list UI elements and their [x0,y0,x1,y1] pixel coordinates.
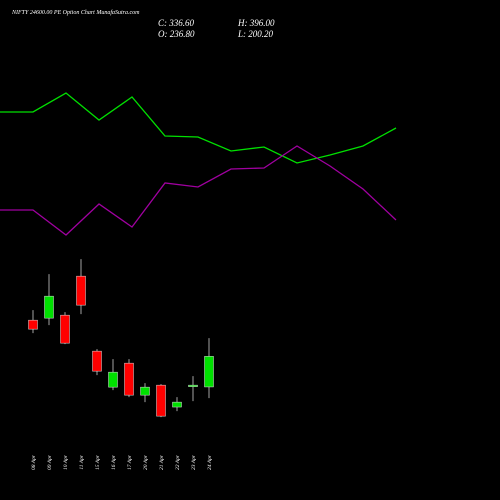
low-label: L: 200.20 [237,29,274,39]
candle-body [172,401,182,408]
line [0,92,397,164]
x-tick-label: 10 Apr [63,454,69,470]
candle-body [156,384,166,417]
x-tick-label: 17 Apr [127,454,133,470]
x-tick-label: 11 Apr [79,454,85,469]
line [0,145,397,236]
close-label: C: 336.60 [158,18,195,28]
candle-body [140,386,150,396]
candle-body [108,371,118,388]
x-tick-label: 20 Apr [143,454,149,470]
candle-body [92,350,102,372]
x-tick-label: 23 Apr [191,454,197,470]
x-tick-label: 22 Apr [175,454,181,470]
candle-body [124,362,134,396]
candle-body [188,384,198,387]
x-tick-label: 15 Apr [95,454,101,470]
high-label: H: 396.00 [237,18,275,28]
candle-body [28,319,38,330]
x-tick-label: 21 Apr [159,454,165,470]
x-tick-label: 08 Apr [31,454,37,470]
candle-body [60,314,70,344]
x-tick-label: 09 Apr [47,454,53,470]
x-tick-label: 16 Apr [111,454,117,470]
candle-body [76,275,86,306]
chart-title: NIFTY 24600.00 PE Option Chart MunafaSut… [11,9,140,16]
candle-body [204,356,214,388]
candle-body [44,295,54,319]
open-label: O: 236.80 [158,29,195,39]
x-tick-label: 24 Apr [206,454,213,470]
